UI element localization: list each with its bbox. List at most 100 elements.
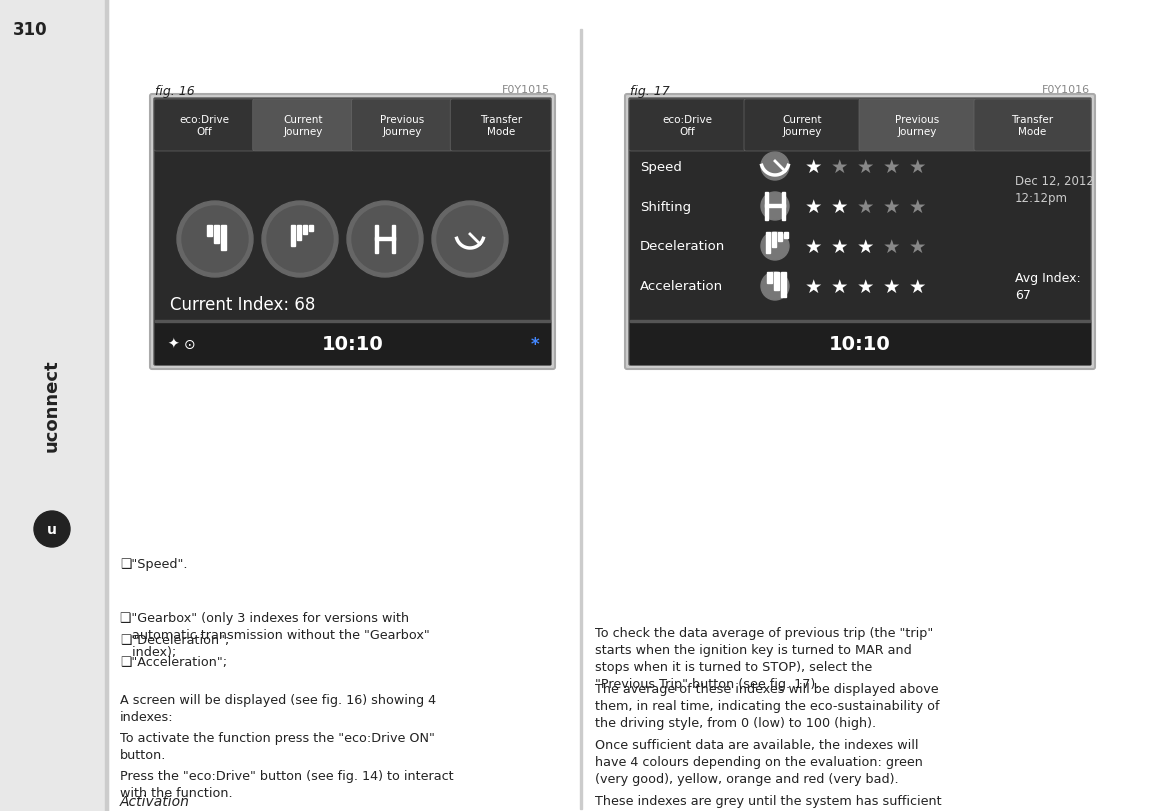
FancyBboxPatch shape <box>253 100 354 152</box>
Circle shape <box>262 202 338 277</box>
Text: Current
Journey: Current Journey <box>283 114 322 137</box>
Text: ★: ★ <box>805 157 823 176</box>
Text: Press the "eco:Drive" button (see fig. 14) to interact
with the function.: Press the "eco:Drive" button (see fig. 1… <box>120 769 454 799</box>
Text: ★: ★ <box>857 237 874 256</box>
FancyBboxPatch shape <box>974 100 1091 152</box>
Bar <box>765 193 768 221</box>
Circle shape <box>347 202 423 277</box>
Bar <box>392 225 395 254</box>
Circle shape <box>34 512 70 547</box>
Bar <box>105 0 108 811</box>
Text: Transfer
Mode: Transfer Mode <box>1012 114 1053 137</box>
Text: Speed: Speed <box>640 161 682 174</box>
FancyBboxPatch shape <box>450 100 551 152</box>
Text: 10:10: 10:10 <box>321 335 383 354</box>
Circle shape <box>352 207 418 272</box>
Text: Current Index: 68: Current Index: 68 <box>170 296 315 314</box>
FancyBboxPatch shape <box>154 100 255 152</box>
Circle shape <box>761 272 789 301</box>
Bar <box>297 225 301 241</box>
Circle shape <box>182 207 248 272</box>
Bar <box>630 320 1090 323</box>
Text: These indexes are grey until the system has sufficient
data to evaluate the driv: These indexes are grey until the system … <box>595 794 942 811</box>
Bar <box>778 233 782 242</box>
Text: ★: ★ <box>857 277 874 296</box>
Text: uconnect: uconnect <box>43 359 61 452</box>
Text: fig. 16: fig. 16 <box>155 85 194 98</box>
Text: ★: ★ <box>831 157 849 176</box>
Text: ★: ★ <box>857 157 874 176</box>
Text: Dec 12, 2012
12:12pm: Dec 12, 2012 12:12pm <box>1015 175 1094 204</box>
Bar <box>772 233 776 247</box>
Text: fig. 17: fig. 17 <box>630 85 669 98</box>
Text: Once sufficient data are available, the indexes will
have 4 colours depending on: Once sufficient data are available, the … <box>595 738 923 785</box>
Text: ★: ★ <box>883 237 901 256</box>
Text: Transfer
Mode: Transfer Mode <box>480 114 521 137</box>
Bar <box>155 323 551 365</box>
Text: ★: ★ <box>883 157 901 176</box>
Bar <box>781 272 786 298</box>
Text: ✦: ✦ <box>168 337 179 351</box>
FancyBboxPatch shape <box>150 95 555 370</box>
Text: ★: ★ <box>883 277 901 296</box>
Text: 310: 310 <box>13 21 48 39</box>
Text: ★: ★ <box>909 277 927 296</box>
Text: ★: ★ <box>883 197 901 217</box>
Bar <box>782 193 785 221</box>
FancyBboxPatch shape <box>629 99 1091 366</box>
FancyBboxPatch shape <box>744 100 861 152</box>
Text: 10:10: 10:10 <box>829 335 890 354</box>
Bar <box>375 225 378 254</box>
Text: ❑"Deceleration";: ❑"Deceleration"; <box>120 633 229 646</box>
Text: The average of these indexes will be displayed above
them, in real time, indicat: The average of these indexes will be dis… <box>595 682 939 729</box>
Bar <box>765 204 785 208</box>
Text: *: * <box>531 336 539 354</box>
Text: ★: ★ <box>909 197 927 217</box>
FancyBboxPatch shape <box>625 95 1095 370</box>
Bar <box>774 272 779 290</box>
FancyBboxPatch shape <box>154 99 551 366</box>
Text: eco:Drive
Off: eco:Drive Off <box>662 114 712 137</box>
Bar <box>580 30 582 809</box>
Text: ★: ★ <box>857 197 874 217</box>
Text: Previous
Journey: Previous Journey <box>379 114 424 137</box>
Bar <box>308 225 313 232</box>
Bar <box>207 225 212 237</box>
Text: Acceleration: Acceleration <box>640 280 723 293</box>
Text: ★: ★ <box>805 277 823 296</box>
FancyBboxPatch shape <box>629 100 746 152</box>
Bar <box>766 233 771 254</box>
Text: A screen will be displayed (see fig. 16) showing 4
indexes:: A screen will be displayed (see fig. 16)… <box>120 693 436 723</box>
Text: ❑"Speed".: ❑"Speed". <box>120 557 187 570</box>
Text: Avg Index:
67: Avg Index: 67 <box>1015 272 1080 302</box>
Text: Deceleration: Deceleration <box>640 240 725 253</box>
Text: ★: ★ <box>805 237 823 256</box>
FancyBboxPatch shape <box>352 100 453 152</box>
Text: To check the data average of previous trip (the "trip"
starts when the ignition : To check the data average of previous tr… <box>595 626 934 690</box>
Circle shape <box>177 202 253 277</box>
Text: u: u <box>47 522 57 536</box>
Text: ★: ★ <box>831 197 849 217</box>
Text: ★: ★ <box>831 277 849 296</box>
Text: ★: ★ <box>831 237 849 256</box>
Text: Activation: Activation <box>120 794 190 808</box>
Bar <box>0 0 108 811</box>
Circle shape <box>761 193 789 221</box>
Text: ★: ★ <box>909 157 927 176</box>
Text: eco:Drive
Off: eco:Drive Off <box>179 114 229 137</box>
Text: Current
Journey: Current Journey <box>782 114 822 137</box>
Circle shape <box>761 233 789 260</box>
Text: Previous
Journey: Previous Journey <box>895 114 939 137</box>
Bar <box>291 225 294 247</box>
Bar <box>767 272 772 284</box>
Bar <box>303 225 307 234</box>
Circle shape <box>436 207 503 272</box>
Text: ⊙: ⊙ <box>184 337 196 351</box>
Text: ★: ★ <box>805 197 823 217</box>
Text: ★: ★ <box>909 237 927 256</box>
Text: ❑"Acceleration";: ❑"Acceleration"; <box>120 655 227 668</box>
Circle shape <box>267 207 333 272</box>
Circle shape <box>432 202 508 277</box>
FancyBboxPatch shape <box>859 100 975 152</box>
Bar <box>221 225 226 251</box>
